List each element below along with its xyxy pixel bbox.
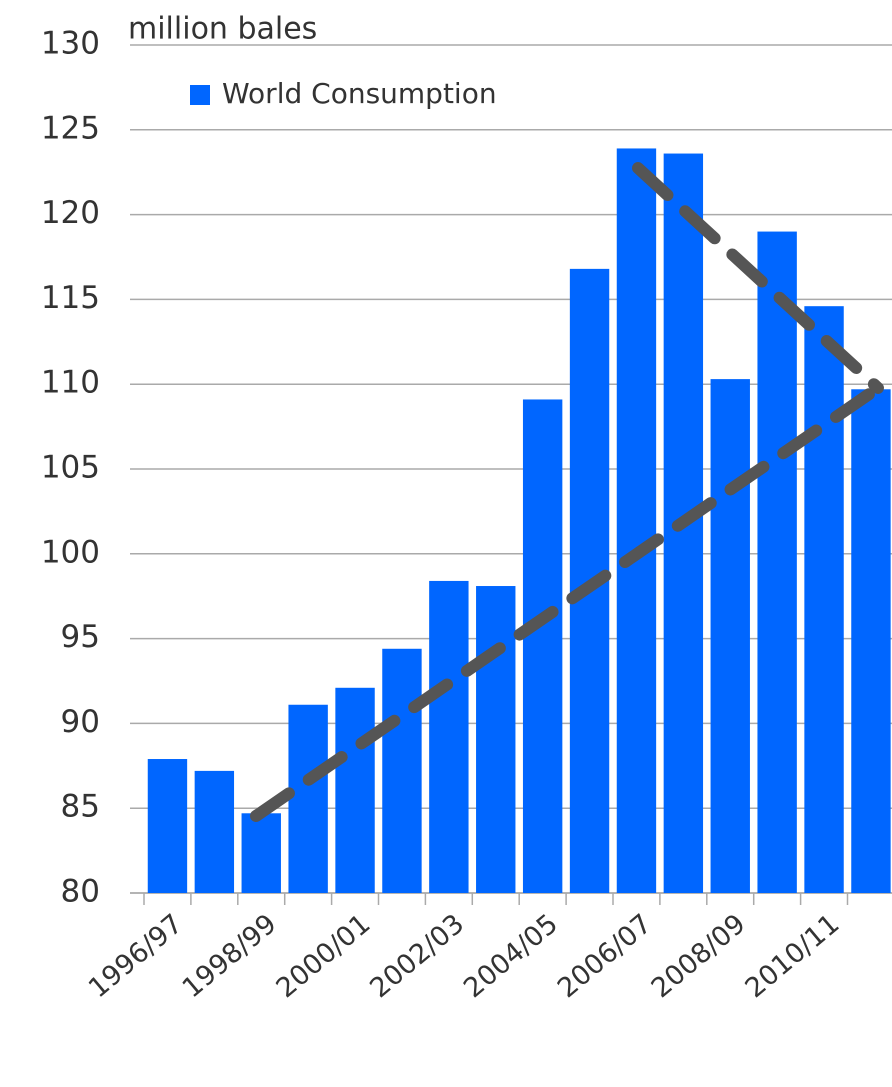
x-tick-label: 2004/05 bbox=[458, 908, 564, 1004]
x-tick-label: 2000/01 bbox=[271, 908, 377, 1004]
y-tick-label: 100 bbox=[41, 534, 100, 570]
trend-lines bbox=[250, 162, 884, 822]
bar bbox=[710, 379, 750, 893]
bar bbox=[476, 586, 516, 893]
legend-swatch bbox=[190, 85, 210, 105]
bar bbox=[241, 813, 281, 893]
bar bbox=[616, 148, 657, 893]
y-tick-label: 80 bbox=[61, 874, 100, 910]
bar bbox=[429, 580, 469, 893]
x-tick-label: 2010/11 bbox=[740, 908, 846, 1004]
y-tick-label: 125 bbox=[41, 110, 100, 146]
y-tick-label: 105 bbox=[41, 450, 100, 486]
bar bbox=[851, 389, 891, 893]
y-tick-label: 90 bbox=[61, 704, 100, 740]
bar bbox=[194, 770, 235, 893]
bar bbox=[382, 648, 422, 893]
x-tick-label: 2006/07 bbox=[552, 908, 658, 1004]
plot: 80 85 90 95 100 105 110 115 120 125 130 1996/971998… bbox=[41, 26, 892, 1004]
bar bbox=[757, 231, 797, 893]
y-tick-label: 95 bbox=[61, 619, 100, 655]
x-tick-label: 1996/97 bbox=[83, 908, 189, 1004]
bar bbox=[288, 704, 328, 893]
y-tick-label: 130 bbox=[41, 26, 100, 62]
bar bbox=[522, 399, 563, 893]
bar bbox=[147, 759, 188, 893]
trend-line bbox=[250, 382, 884, 822]
x-tick-label: 2002/03 bbox=[364, 908, 470, 1004]
bar bbox=[804, 306, 844, 894]
y-axis-label: million bales bbox=[128, 12, 317, 47]
legend-label: World Consumption bbox=[222, 77, 497, 110]
x-tick-label: 1998/99 bbox=[177, 908, 283, 1004]
y-tick-label: 120 bbox=[41, 195, 100, 231]
y-tick-label: 110 bbox=[41, 365, 100, 401]
trend-line bbox=[632, 162, 884, 394]
y-tick-label: 115 bbox=[41, 280, 100, 316]
y-tick-label: 85 bbox=[61, 789, 100, 825]
bar bbox=[335, 687, 375, 893]
x-tick-label: 2008/09 bbox=[646, 908, 752, 1004]
